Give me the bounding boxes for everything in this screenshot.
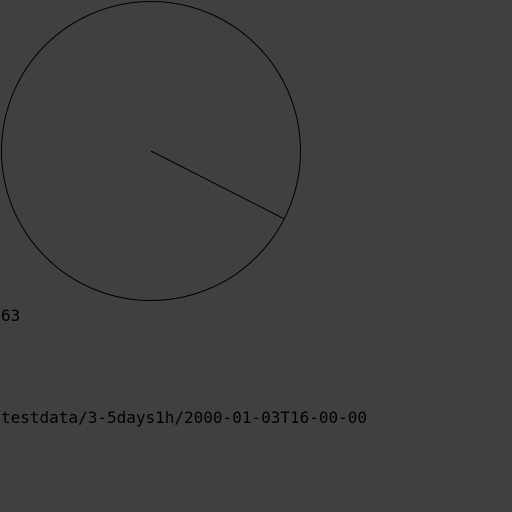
dial-gauge	[1, 1, 301, 301]
dial-needle	[150, 150, 285, 220]
data-path-label: testdata/3-5days1h/2000-01-03T16-00-00	[1, 408, 368, 427]
dial-circle	[1, 1, 301, 301]
value-readout: 63	[1, 306, 21, 325]
